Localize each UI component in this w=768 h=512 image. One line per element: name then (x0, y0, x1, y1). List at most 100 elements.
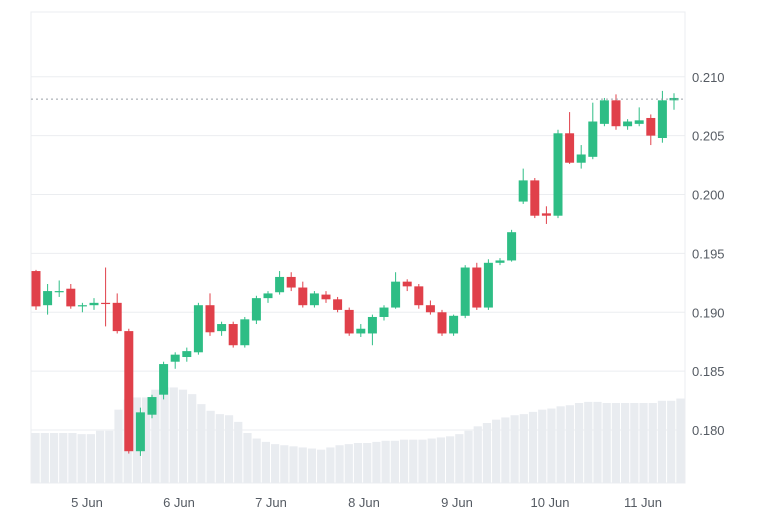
volume-bar (224, 415, 234, 483)
y-tick-label: 0.180 (692, 423, 725, 438)
candle-up (483, 262, 493, 308)
candle-down (112, 302, 122, 332)
volume-bar (455, 434, 464, 483)
candle-up (54, 291, 64, 293)
volume-bar (436, 437, 446, 483)
volume-bar (630, 403, 639, 483)
candle-down (530, 180, 540, 216)
volume-bar (86, 434, 95, 483)
volume-bar (639, 403, 648, 483)
y-tick-label: 0.210 (692, 70, 725, 85)
volume-bar (252, 438, 261, 483)
x-tick-label: 7 Jun (255, 495, 287, 510)
candle-up (576, 154, 586, 163)
volume-bar (77, 434, 86, 483)
volume-bar (363, 443, 372, 483)
volume-bar (197, 404, 206, 483)
candle-down (205, 305, 215, 333)
volume-bar (298, 447, 307, 483)
candle-up (367, 316, 377, 334)
volume-bar (160, 387, 169, 483)
volume-bar (151, 389, 160, 483)
candle-down (298, 287, 308, 306)
volume-bar (270, 444, 280, 483)
candle-down (66, 288, 76, 307)
volume-bar (501, 417, 510, 483)
candle-up (263, 293, 273, 299)
y-tick-label: 0.200 (692, 188, 725, 203)
candle-up (89, 302, 99, 306)
volume-bar (621, 403, 630, 483)
volume-bar (317, 449, 326, 483)
candle-up (553, 133, 563, 216)
candle-up (599, 100, 609, 124)
volume-bar (464, 430, 473, 483)
volume-bar (584, 401, 593, 483)
volume-bar (178, 389, 188, 483)
candle-down (333, 299, 343, 310)
volume-bar (611, 403, 621, 483)
volume-bar (59, 433, 68, 483)
volume-bar (105, 430, 114, 483)
candle-up (135, 412, 145, 452)
x-tick-label: 8 Jun (348, 495, 380, 510)
candle-up (159, 364, 169, 395)
volume-bar (234, 421, 243, 483)
candle-down (414, 286, 424, 306)
volume-bar (68, 433, 77, 483)
volume-bar (326, 447, 335, 483)
volume-bar (574, 403, 584, 483)
candle-up (588, 121, 598, 157)
candle-down (437, 312, 447, 334)
candle-up (634, 120, 644, 124)
volume-bar (31, 433, 40, 483)
candle-up (170, 354, 180, 362)
candle-down (344, 309, 354, 334)
volume-bar (528, 411, 538, 483)
candle-up (251, 298, 261, 321)
y-tick-label: 0.205 (692, 129, 725, 144)
volume-bar (667, 400, 676, 483)
volume-bar (353, 443, 363, 483)
volume-bar (142, 397, 151, 483)
candle-up (217, 324, 227, 332)
candle-down (402, 281, 412, 287)
candle-down (611, 100, 621, 127)
x-tick-label: 6 Jun (163, 495, 195, 510)
candle-up (379, 307, 389, 317)
candle-down (425, 305, 435, 313)
candle-down (646, 117, 656, 136)
volume-bar (593, 401, 602, 483)
volume-bar (49, 433, 59, 483)
volume-bar (418, 439, 427, 483)
candle-up (623, 121, 633, 127)
candle-up (43, 291, 53, 306)
y-tick-label: 0.195 (692, 246, 725, 261)
candle-up (391, 281, 401, 308)
volume-bar (648, 403, 657, 483)
volume-bar (169, 387, 178, 483)
x-tick-label: 5 Jun (71, 495, 103, 510)
volume-bar (565, 405, 574, 483)
candles (31, 90, 679, 456)
volume-bar (335, 445, 344, 483)
x-axis-ticks: 5 Jun 6 Jun 7 Jun 8 Jun 9 Jun 10 Jun 11 Jun (71, 495, 662, 510)
candle-up (507, 232, 517, 261)
candle-up (309, 293, 319, 306)
candle-up (518, 180, 528, 202)
y-tick-label: 0.185 (692, 364, 725, 379)
volume-bar (307, 448, 317, 483)
x-tick-label: 10 Jun (530, 495, 569, 510)
volume-bar (344, 444, 353, 483)
candle-down (321, 294, 331, 300)
volume-bar (289, 446, 298, 483)
candle-up (240, 319, 250, 346)
y-axis-ticks: 0.180 0.185 0.190 0.195 0.200 0.205 0.210 (692, 70, 725, 438)
volume-bar (492, 419, 501, 483)
volume-bar (390, 440, 399, 483)
y-tick-label: 0.190 (692, 305, 725, 320)
candle-down (565, 133, 575, 163)
candle-up (147, 397, 157, 415)
candle-down (286, 276, 296, 288)
